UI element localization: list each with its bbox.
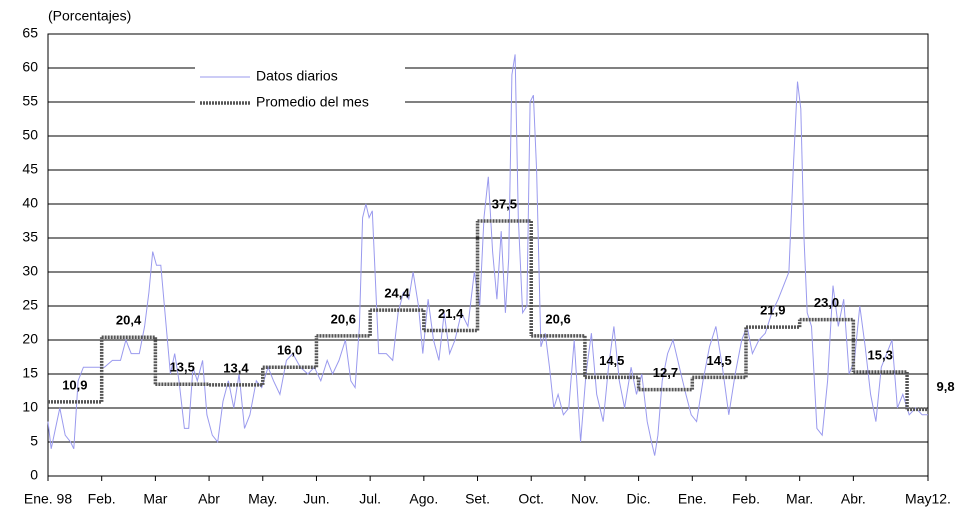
y-tick-label: 30 bbox=[22, 263, 38, 279]
y-tick-label: 55 bbox=[22, 93, 38, 109]
y-tick-label: 25 bbox=[22, 297, 38, 313]
value-label: 20,6 bbox=[331, 311, 356, 326]
plot-frame bbox=[47, 33, 929, 477]
y-tick-label: 10 bbox=[22, 399, 38, 415]
value-label: 21,4 bbox=[438, 306, 464, 321]
value-label: 9,8 bbox=[936, 379, 954, 394]
x-tick-label: Ene. bbox=[678, 491, 707, 507]
value-label: 14,5 bbox=[706, 353, 731, 368]
value-label: 37,5 bbox=[492, 196, 517, 211]
y-tick-label: 0 bbox=[30, 467, 38, 483]
value-label: 13,4 bbox=[223, 360, 249, 375]
x-tick-label: Feb. bbox=[88, 491, 116, 507]
y-tick-label: 45 bbox=[22, 161, 38, 177]
y-tick-label: 50 bbox=[22, 127, 38, 143]
x-tick-label: Abr. bbox=[841, 491, 866, 507]
y-tick-label: 5 bbox=[30, 433, 38, 449]
y-tick-label: 40 bbox=[22, 195, 38, 211]
y-tick-label: 20 bbox=[22, 331, 38, 347]
x-tick-label: Set. bbox=[465, 491, 490, 507]
x-tick-label: May12. bbox=[905, 491, 951, 507]
x-tick-label: Abr bbox=[198, 491, 220, 507]
value-label: 12,7 bbox=[653, 365, 678, 380]
x-tick-label: May. bbox=[248, 491, 277, 507]
value-label: 13,5 bbox=[170, 360, 195, 375]
y-axis-label: (Porcentajes) bbox=[48, 8, 131, 24]
value-label: 23,0 bbox=[814, 295, 839, 310]
daily-line bbox=[47, 54, 928, 456]
value-label: 21,9 bbox=[760, 303, 785, 318]
legend-label: Datos diarios bbox=[256, 68, 338, 84]
value-label: 16,0 bbox=[277, 343, 302, 358]
x-tick-label: Jul. bbox=[359, 491, 381, 507]
x-tick-label: Nov. bbox=[571, 491, 599, 507]
x-tick-label: Mar bbox=[143, 491, 167, 507]
legend-bg bbox=[195, 67, 405, 87]
y-tick-label: 65 bbox=[22, 25, 38, 41]
value-label: 15,3 bbox=[868, 347, 893, 362]
x-tick-label: Jun. bbox=[303, 491, 329, 507]
y-tick-label: 15 bbox=[22, 365, 38, 381]
value-label: 14,5 bbox=[599, 353, 624, 368]
x-tick-label: Mar. bbox=[786, 491, 813, 507]
legend-bg bbox=[195, 93, 405, 113]
value-label: 24,4 bbox=[384, 286, 410, 301]
value-label: 20,6 bbox=[545, 311, 570, 326]
y-tick-label: 60 bbox=[22, 59, 38, 75]
x-tick-label: Oct. bbox=[518, 491, 544, 507]
x-tick-label: Feb. bbox=[732, 491, 760, 507]
x-tick-label: Dic. bbox=[627, 491, 651, 507]
x-tick-label: Ene. 98 bbox=[24, 491, 72, 507]
value-label: 20,4 bbox=[116, 313, 142, 328]
legend-label: Promedio del mes bbox=[256, 94, 369, 110]
x-tick-label: Ago. bbox=[409, 491, 438, 507]
value-label: 10,9 bbox=[62, 377, 87, 392]
y-tick-label: 35 bbox=[22, 229, 38, 245]
